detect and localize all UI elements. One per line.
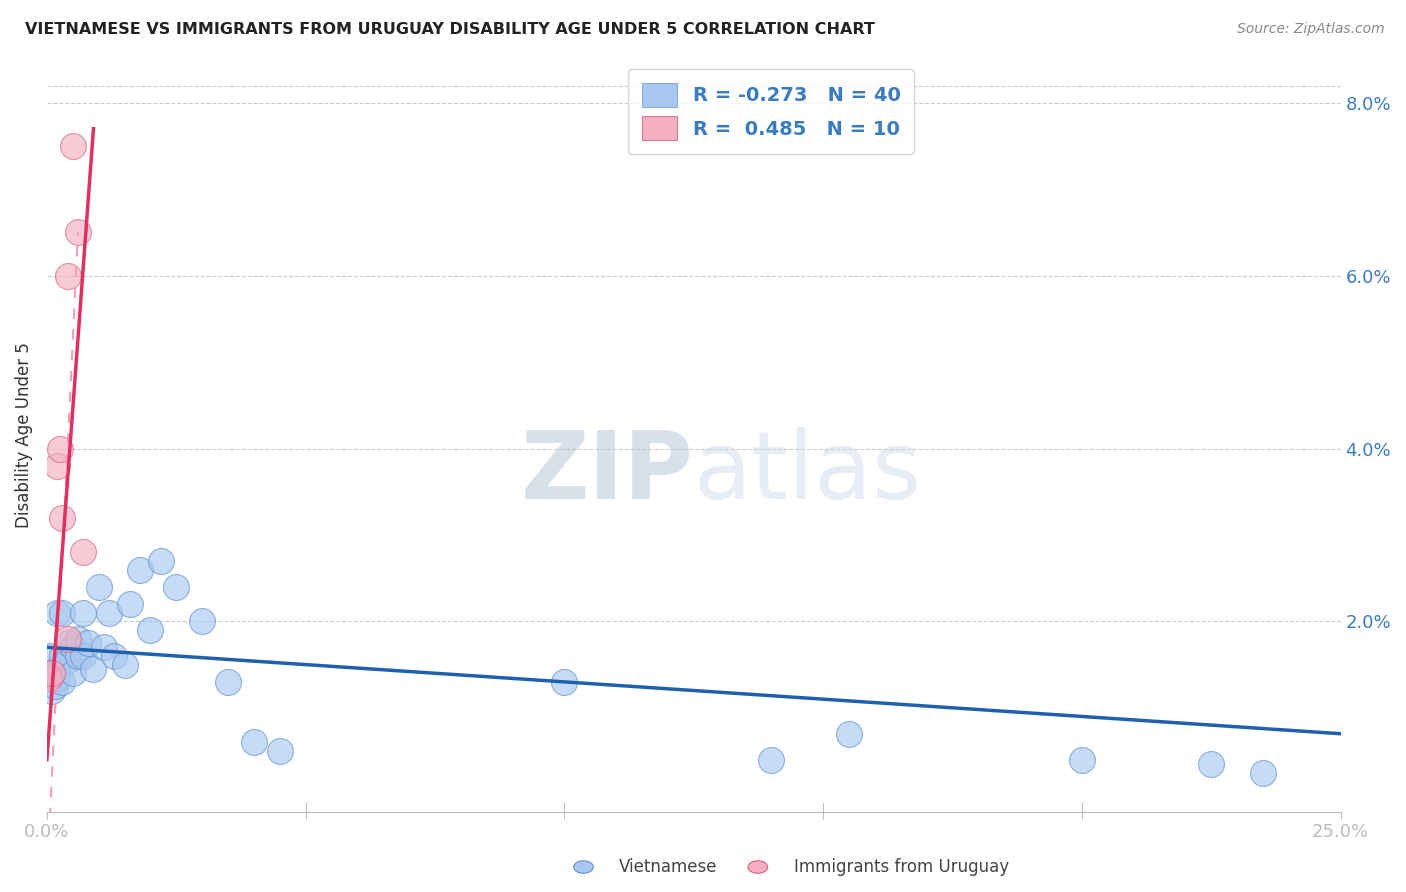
Text: Vietnamese: Vietnamese	[619, 858, 717, 876]
Point	[51, 648, 73, 663]
Point	[56, 636, 79, 650]
Point	[49, 442, 72, 456]
Point	[66, 226, 89, 240]
Y-axis label: Disability Age Under 5: Disability Age Under 5	[15, 343, 32, 528]
Point	[165, 580, 187, 594]
Point	[553, 674, 575, 689]
Point	[56, 653, 79, 667]
Point	[77, 636, 100, 650]
Point	[72, 648, 94, 663]
Point	[761, 753, 783, 767]
Point	[62, 640, 84, 655]
Text: Immigrants from Uruguay: Immigrants from Uruguay	[794, 858, 1010, 876]
Point	[82, 662, 104, 676]
Point	[41, 683, 63, 698]
Point	[269, 744, 291, 758]
Point	[98, 606, 121, 620]
Text: Source: ZipAtlas.com: Source: ZipAtlas.com	[1237, 22, 1385, 37]
Point	[149, 554, 172, 568]
Point	[114, 657, 136, 672]
Point	[838, 727, 860, 741]
Point	[72, 606, 94, 620]
Point	[66, 648, 89, 663]
Point	[46, 458, 69, 473]
Text: atlas: atlas	[693, 427, 922, 519]
Point	[1070, 753, 1092, 767]
Point	[1199, 756, 1222, 771]
Point	[41, 666, 63, 681]
Text: VIETNAMESE VS IMMIGRANTS FROM URUGUAY DISABILITY AGE UNDER 5 CORRELATION CHART: VIETNAMESE VS IMMIGRANTS FROM URUGUAY DI…	[25, 22, 875, 37]
Point	[46, 606, 69, 620]
Legend: R = -0.273   N = 40, R =  0.485   N = 10: R = -0.273 N = 40, R = 0.485 N = 10	[628, 70, 914, 153]
Point	[62, 139, 84, 153]
Point	[56, 632, 79, 646]
Point	[51, 510, 73, 524]
Point	[191, 615, 214, 629]
Point	[38, 671, 60, 685]
Point	[72, 545, 94, 559]
Point	[56, 268, 79, 283]
Point	[243, 735, 266, 749]
Text: ZIP: ZIP	[520, 427, 693, 519]
Point	[87, 580, 110, 594]
Point	[103, 648, 125, 663]
Point	[93, 640, 115, 655]
Point	[46, 671, 69, 685]
Point	[118, 597, 141, 611]
Point	[139, 623, 162, 637]
Point	[38, 648, 60, 663]
Point	[51, 674, 73, 689]
Point	[217, 674, 239, 689]
Point	[51, 606, 73, 620]
Point	[46, 662, 69, 676]
Point	[66, 632, 89, 646]
Point	[62, 666, 84, 681]
Point	[129, 562, 152, 576]
Point	[41, 666, 63, 681]
Point	[44, 679, 66, 693]
Point	[1251, 765, 1274, 780]
